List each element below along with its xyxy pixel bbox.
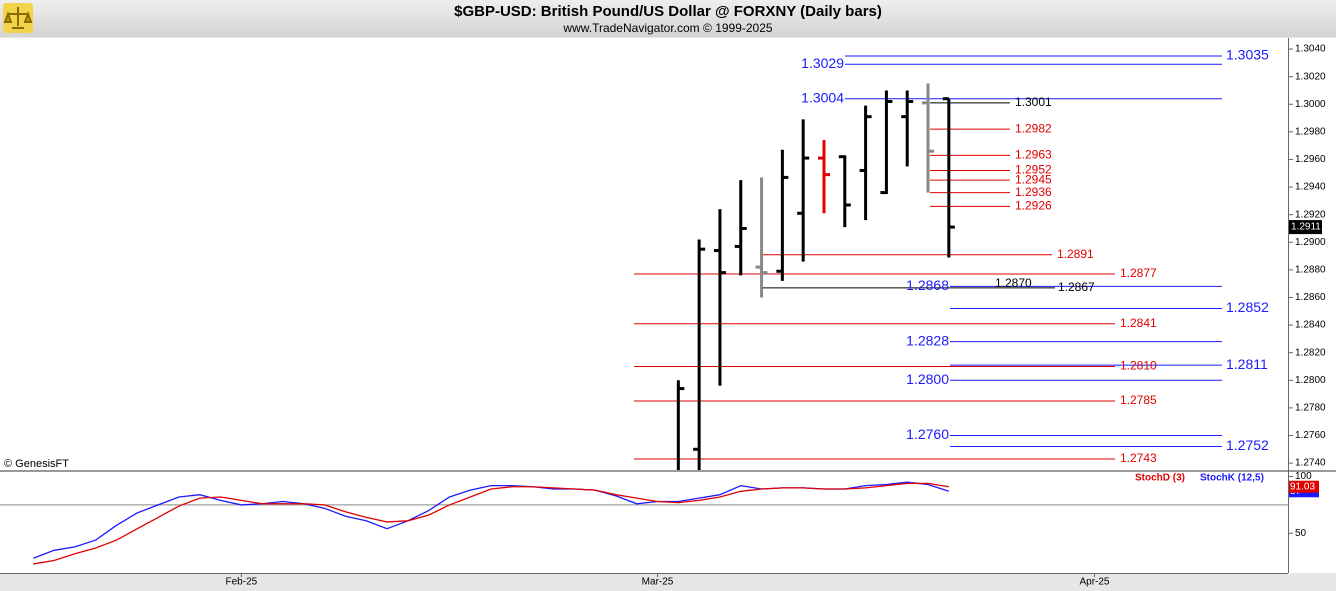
last-value-label: 91.03 <box>1290 481 1315 492</box>
level-label: 1.2868 <box>906 277 949 293</box>
x-tick-label: Feb-25 <box>226 577 258 588</box>
x-tick-label: Mar-25 <box>642 577 674 588</box>
logo <box>3 3 33 33</box>
level-label: 1.2852 <box>1226 299 1269 315</box>
stoch-line <box>33 482 949 565</box>
level-label: 1.2800 <box>906 371 949 387</box>
y-tick-label: 1.3020 <box>1295 71 1326 82</box>
level-label: 1.2811 <box>1226 356 1268 372</box>
last-value-box <box>1289 480 1319 493</box>
y-tick-label: 1.2880 <box>1295 265 1326 276</box>
y-tick-label: 1.2860 <box>1295 292 1326 303</box>
level-label: 1.2743 <box>1120 451 1157 465</box>
y-tick-label: 1.3040 <box>1295 44 1326 55</box>
level-label: 1.3004 <box>801 89 844 105</box>
level-label: 1.2870 <box>995 276 1032 290</box>
y-tick-label: 1.2960 <box>1295 154 1326 165</box>
last-price-box <box>1289 220 1322 235</box>
level-label: 1.2982 <box>1015 121 1052 135</box>
watermark: © GenesisFT <box>4 458 69 470</box>
level-label: 1.2828 <box>906 332 949 348</box>
level-label: 1.2841 <box>1120 316 1157 330</box>
chart-subtitle: www.TradeNavigator.com © 1999-2025 <box>562 21 772 35</box>
level-label: 1.2963 <box>1015 147 1052 161</box>
y-tick-label: 100 <box>1295 471 1312 482</box>
price-panel <box>0 38 1288 470</box>
legend-entry: StochK (12,5) <box>1200 473 1264 484</box>
level-label: 1.2945 <box>1015 172 1052 186</box>
title-bar <box>0 0 1336 37</box>
y-tick-label: 50 <box>1295 528 1307 539</box>
level-label: 1.2926 <box>1015 199 1052 213</box>
y-tick-label: 1.2980 <box>1295 126 1326 137</box>
price-plot <box>634 55 1222 470</box>
y-tick-label: 1.2760 <box>1295 430 1326 441</box>
y-tick-label: 1.2920 <box>1295 209 1326 220</box>
level-label: 1.3035 <box>1226 47 1269 63</box>
stoch-panel <box>0 472 1288 573</box>
y-tick-label: 1.2740 <box>1295 458 1326 469</box>
x-tick-label: Apr-25 <box>1079 577 1109 588</box>
level-label: 1.2867 <box>1058 280 1095 294</box>
y-tick-label: 1.2840 <box>1295 320 1326 331</box>
stoch-plot <box>0 481 1288 565</box>
y-tick-label: 1.2780 <box>1295 403 1326 414</box>
y-tick-label: 1.2900 <box>1295 237 1326 248</box>
last-price-label: 1.2911 <box>1291 222 1321 233</box>
y-tick-label: 1.2940 <box>1295 182 1326 193</box>
y-tick-label: 1.2800 <box>1295 375 1326 386</box>
level-label: 1.3029 <box>801 55 844 71</box>
y-tick-label: 1.3000 <box>1295 99 1326 110</box>
axes: 1.2740 1.2760 1.2780 1.2800 1.2820 1.2840 1.28… <box>226 44 1326 588</box>
level-label: 1.2760 <box>906 426 949 442</box>
y-tick-label: 1.2820 <box>1295 347 1326 358</box>
level-label: 1.2877 <box>1120 266 1157 280</box>
level-label: 1.2891 <box>1057 247 1094 261</box>
level-label: 1.2785 <box>1120 393 1157 407</box>
level-label: 1.2952 <box>1015 163 1052 177</box>
level-label: 1.2752 <box>1226 437 1269 453</box>
level-label: 1.2810 <box>1120 359 1157 373</box>
level-label: 1.2936 <box>1015 185 1052 199</box>
legend-entry: StochD (3) <box>1135 473 1185 484</box>
chart-title: $GBP-USD: British Pound/US Dollar @ FORX… <box>454 3 882 20</box>
level-label: 1.3001 <box>1015 95 1052 109</box>
